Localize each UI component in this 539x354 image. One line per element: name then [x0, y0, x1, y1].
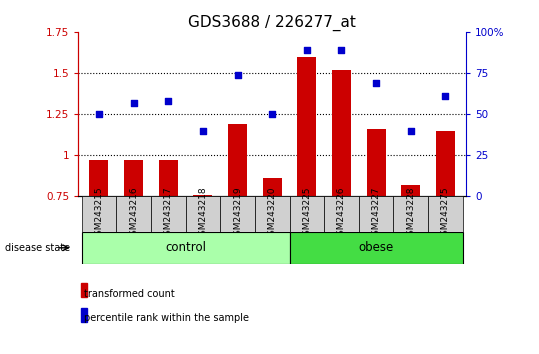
Point	[129, 100, 138, 105]
Bar	[332, 70, 351, 196]
Text: GSM243275: GSM243275	[441, 187, 450, 241]
Text: GSM243215: GSM243215	[94, 187, 103, 241]
Bar	[401, 185, 420, 196]
Text: GSM243218: GSM243218	[198, 187, 208, 241]
Text: GSM243227: GSM243227	[372, 187, 381, 241]
Text: GSM243225: GSM243225	[302, 187, 312, 241]
Text: GSM243228: GSM243228	[406, 187, 415, 241]
Bar	[124, 160, 143, 196]
Point	[302, 47, 311, 53]
Text: GSM243216: GSM243216	[129, 187, 138, 241]
Text: disease state: disease state	[5, 243, 71, 253]
Bar	[185, 196, 220, 232]
Point	[268, 111, 277, 117]
Bar	[393, 196, 428, 232]
Text: control: control	[165, 241, 206, 254]
Bar	[81, 232, 289, 264]
Bar	[81, 283, 87, 297]
Bar	[367, 129, 386, 196]
Bar	[298, 57, 316, 196]
Bar	[158, 160, 178, 196]
Point	[406, 128, 415, 133]
Bar	[116, 196, 151, 232]
Bar	[194, 195, 212, 196]
Bar	[81, 308, 87, 322]
Bar	[151, 196, 185, 232]
Bar	[359, 196, 393, 232]
Point	[337, 47, 346, 53]
Title: GDS3688 / 226277_at: GDS3688 / 226277_at	[188, 14, 356, 30]
Point	[198, 128, 207, 133]
Point	[441, 93, 450, 99]
Text: GSM243217: GSM243217	[164, 187, 172, 241]
Point	[95, 111, 103, 117]
Point	[164, 98, 172, 104]
Bar	[436, 131, 455, 196]
Bar	[220, 196, 255, 232]
Text: obese: obese	[358, 241, 394, 254]
Text: transformed count: transformed count	[84, 289, 174, 298]
Bar	[289, 196, 324, 232]
Bar	[81, 196, 116, 232]
Point	[372, 80, 381, 86]
Bar	[324, 196, 359, 232]
Bar	[89, 160, 108, 196]
Bar	[428, 196, 463, 232]
Bar	[289, 232, 463, 264]
Point	[233, 72, 242, 78]
Bar	[228, 124, 247, 196]
Text: GSM243220: GSM243220	[268, 187, 277, 241]
Text: percentile rank within the sample: percentile rank within the sample	[84, 313, 248, 323]
Bar	[255, 196, 289, 232]
Bar	[262, 178, 282, 196]
Text: GSM243219: GSM243219	[233, 187, 242, 241]
Text: GSM243226: GSM243226	[337, 187, 346, 241]
